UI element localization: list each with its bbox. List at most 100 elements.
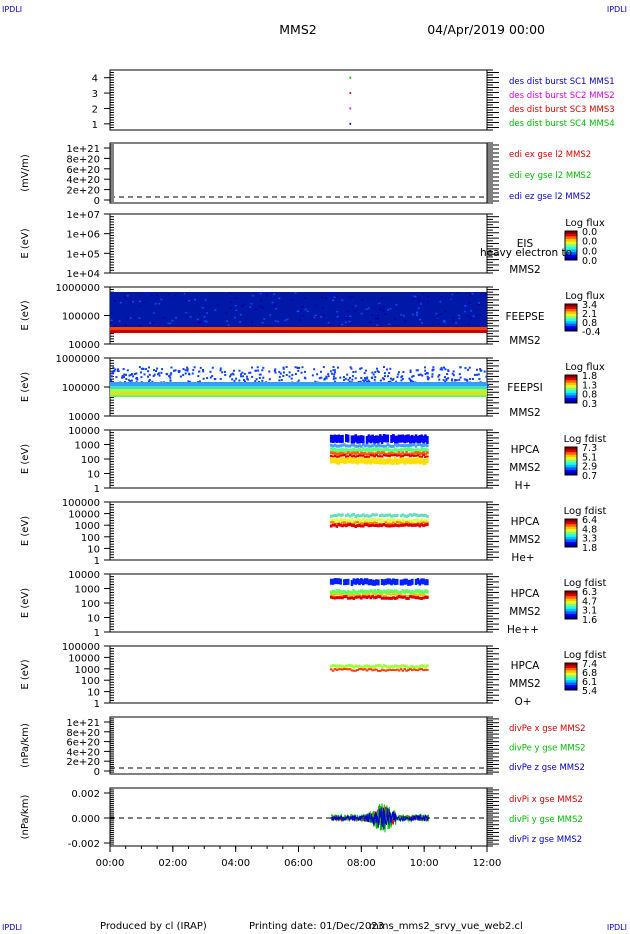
heat-cell — [367, 452, 371, 456]
heat-cell — [123, 373, 126, 376]
heat-cell — [452, 320, 455, 322]
heat-cell — [126, 295, 129, 297]
heat-cell — [110, 319, 113, 322]
heat-cell — [457, 292, 460, 294]
heat-cell — [361, 447, 365, 452]
heat-cell — [202, 377, 205, 380]
instrument-label: MMS2 — [509, 462, 540, 474]
heat-cell — [375, 595, 378, 599]
heat-cell — [422, 593, 425, 596]
heat-cell — [445, 378, 448, 381]
panel-frame — [109, 716, 488, 775]
heat-cell — [407, 454, 410, 457]
heat-cell — [331, 444, 335, 448]
heat-cell — [394, 664, 397, 668]
heat-cell — [472, 315, 475, 317]
heat-cell — [169, 376, 172, 379]
heat-cell — [336, 310, 339, 313]
heat-cell — [420, 447, 423, 452]
heat-cell — [485, 375, 488, 378]
heat-cell — [304, 308, 307, 311]
heat-cell — [273, 305, 276, 307]
heat-cell — [367, 590, 371, 595]
colorbar-segment — [565, 318, 577, 322]
heat-cell — [258, 373, 261, 376]
heat-cell — [386, 593, 390, 596]
heat-cell — [335, 514, 339, 518]
heat-cell — [384, 669, 388, 672]
heat-cell — [369, 458, 373, 465]
heat-cell — [409, 579, 412, 586]
heat-cell — [158, 302, 161, 305]
heat-cell — [333, 443, 337, 447]
heat-cell — [452, 293, 455, 296]
heat-cell — [372, 373, 375, 376]
heat-cell — [422, 458, 425, 465]
heat-cell — [367, 379, 370, 382]
heat-cell — [392, 448, 395, 453]
heat-cell — [412, 443, 416, 447]
heat-cell — [352, 593, 356, 596]
heat-cell — [155, 298, 158, 301]
instrument-label: H+ — [515, 480, 532, 492]
heat-cell — [350, 322, 353, 324]
heat-cell — [407, 579, 410, 586]
heat-cell — [375, 444, 378, 448]
colorbar-segment — [565, 452, 577, 456]
y-tick-label: 1e+07 — [66, 210, 100, 221]
heat-cell — [377, 457, 380, 464]
colorbar-title: Log flux — [565, 218, 605, 229]
heat-cell — [257, 369, 260, 372]
heat-cell — [143, 301, 146, 303]
heat-cell — [424, 372, 427, 375]
colorbar-title: Log fdist — [564, 650, 607, 661]
legend-entry: divPi y gse MMS2 — [509, 815, 583, 825]
heat-cell — [333, 513, 337, 517]
heat-cell — [356, 668, 359, 671]
heat-cell — [473, 373, 476, 376]
heat-cell — [424, 448, 427, 453]
heat-cell — [424, 579, 427, 586]
heat-cell — [410, 443, 414, 447]
heat-cell — [378, 522, 382, 525]
instrument-label: MMS2 — [509, 264, 540, 276]
heat-cell — [395, 589, 399, 594]
heat-cell — [348, 296, 351, 299]
heat-cell — [420, 589, 423, 594]
heat-cell — [380, 451, 384, 455]
colorbar-segment — [565, 524, 577, 528]
heat-cell — [363, 380, 366, 383]
colorbar-frame — [564, 518, 578, 548]
colorbar-segment — [565, 536, 577, 540]
y-tick-label: 1 — [92, 120, 98, 131]
heat-cell — [420, 596, 423, 600]
heat-cell — [219, 369, 222, 372]
heat-cell — [409, 519, 412, 523]
heat-cell — [418, 593, 422, 596]
heat-cell — [405, 589, 408, 594]
heat-cell — [361, 589, 365, 594]
heat-cell — [395, 594, 399, 597]
heat-cell — [320, 316, 323, 318]
heat-cell — [352, 522, 356, 525]
legend-entry: divPi z gse MMS2 — [509, 835, 582, 845]
heat-cell — [274, 320, 277, 322]
heat-cell — [399, 668, 403, 671]
heat-cell — [365, 452, 369, 456]
colorbar-tick-label: 0.8 — [582, 318, 597, 329]
heat-cell — [360, 524, 363, 528]
colorbar-segment — [565, 616, 577, 620]
heat-cell — [346, 519, 350, 523]
y-tick-label: 1000 — [75, 521, 100, 532]
y-tick-label: 1e+21 — [66, 144, 100, 155]
heat-cell — [379, 308, 382, 310]
heat-cell — [332, 369, 335, 372]
heat-cell — [390, 596, 393, 600]
heat-cell — [390, 458, 393, 465]
colorbar-segment — [565, 467, 577, 471]
heat-cell — [470, 310, 473, 312]
heat-cell — [401, 377, 404, 380]
heat-cell — [420, 451, 423, 455]
heat-cell — [371, 513, 374, 517]
heat-cell — [375, 513, 378, 517]
